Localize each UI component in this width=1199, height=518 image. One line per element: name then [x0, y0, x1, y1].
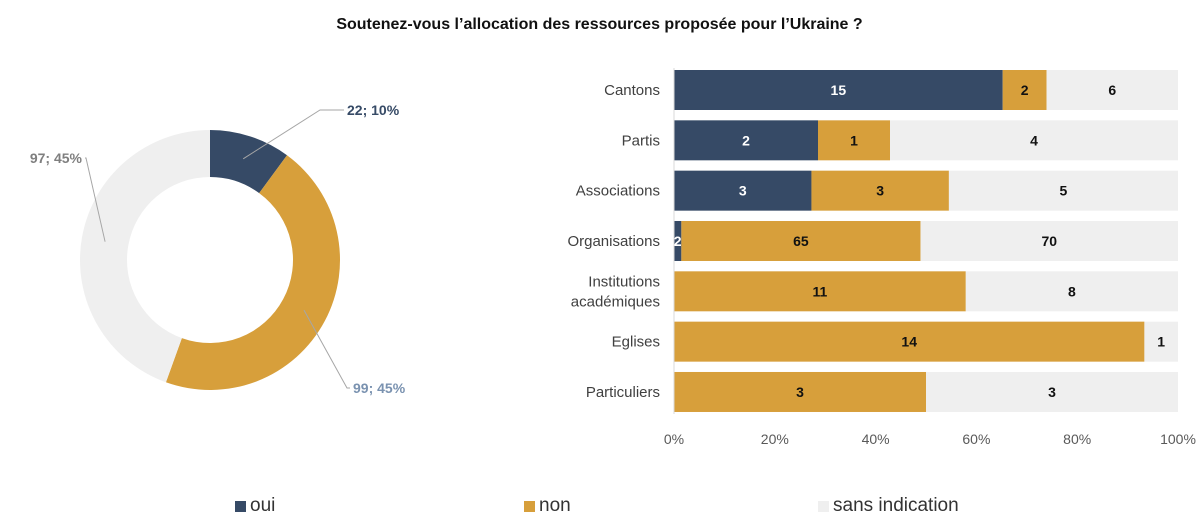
bar-label-organisations-non: 65 [793, 233, 809, 249]
category-label-line: Cantons [604, 82, 660, 99]
category-label-partis: Partis [622, 132, 660, 149]
x-tick-label: 60% [962, 431, 990, 447]
bar-organisations-sans-indication [920, 220, 1178, 261]
bar-label-particuliers-non: 3 [796, 384, 804, 400]
donut-leader-line-non [303, 309, 350, 389]
bar-organisations-non [681, 220, 921, 261]
bar-eglises-sans-indication [1144, 321, 1178, 362]
bar-label-associations-non: 3 [876, 183, 884, 199]
bar-partis-oui [674, 120, 818, 161]
category-label-line: Institutions [588, 273, 660, 290]
bar-associations-sans-indication [948, 170, 1178, 211]
bar-label-cantons-non: 2 [1021, 82, 1029, 98]
legend-label-sans-indication: sans indication [833, 495, 959, 516]
x-tick-label: 0% [664, 431, 684, 447]
bar-label-associations-oui: 3 [739, 183, 747, 199]
bar-label-eglises-non: 14 [901, 334, 917, 350]
bar-organisations-oui [674, 220, 682, 261]
legend-item-sans-indication: sans indication [818, 494, 959, 518]
x-tick-label: 100% [1160, 431, 1196, 447]
legend-swatch-sans-indication [818, 500, 829, 512]
bar-label-organisations-sans-indication: 70 [1041, 233, 1057, 249]
bar-associations-non [811, 170, 949, 211]
bar-eglises-non [674, 321, 1145, 362]
bar-particuliers-non [674, 371, 926, 412]
legend-swatch-oui [235, 500, 246, 512]
category-label-organisations: Organisations [567, 233, 660, 250]
bar-cantons-sans-indication [1046, 70, 1178, 110]
category-label-line: Associations [576, 183, 660, 200]
category-label-institutions-academiques: Institutions académiques [571, 273, 660, 310]
donut-label-sans-indication: 97; 45% [30, 150, 83, 166]
category-label-line: Eglises [612, 334, 660, 351]
legend-label-non: non [539, 495, 571, 516]
donut-label-non: 99; 45% [353, 380, 406, 396]
category-label-associations: Associations [576, 183, 660, 200]
bar-label-institutions-academiques-sans-indication: 8 [1068, 283, 1076, 299]
bar-label-eglises-sans-indication: 1 [1157, 334, 1165, 350]
chart-title: Soutenez-vous l’allocation des ressource… [336, 16, 863, 33]
donut-leader-line-oui [242, 109, 344, 160]
donut-leader-line-sans-indication [85, 157, 106, 242]
category-label-line: Particuliers [586, 384, 660, 401]
bar-label-associations-sans-indication: 5 [1060, 183, 1068, 199]
legend-item-oui: oui [235, 494, 275, 518]
legend-item-non: non [524, 494, 571, 518]
bar-institutions-academiques-non [674, 271, 966, 312]
bar-cantons-non [1002, 70, 1047, 110]
category-label-particuliers: Particuliers [586, 384, 660, 401]
category-label-line: Organisations [567, 233, 660, 250]
bar-cantons-oui [674, 70, 1003, 110]
category-label-eglises: Eglises [612, 334, 660, 351]
donut-slice-non [165, 155, 340, 390]
bar-label-cantons-sans-indication: 6 [1108, 82, 1116, 98]
legend-label-oui: oui [250, 495, 276, 516]
donut-slice-sans-indication [80, 130, 210, 383]
category-label-line: académiques [571, 293, 660, 310]
legend-swatch-non [524, 500, 535, 512]
bar-label-partis-sans-indication: 4 [1030, 132, 1038, 148]
bar-partis-non [818, 120, 890, 161]
bar-partis-sans-indication [890, 120, 1178, 161]
category-label-cantons: Cantons [604, 82, 660, 99]
category-label-line: Partis [622, 132, 660, 149]
bar-institutions-academiques-sans-indication [965, 271, 1178, 312]
bar-label-partis-oui: 2 [742, 132, 750, 148]
bar-label-particuliers-sans-indication: 3 [1048, 384, 1056, 400]
bar-label-partis-non: 1 [850, 132, 858, 148]
bar-label-institutions-academiques-non: 11 [812, 283, 827, 299]
bar-label-organisations-oui: 2 [674, 233, 682, 249]
donut-label-oui: 22; 10% [347, 102, 400, 118]
bar-associations-oui [674, 170, 812, 211]
bar-label-cantons-oui: 15 [831, 82, 847, 98]
x-tick-label: 80% [1063, 431, 1091, 447]
x-tick-label: 20% [761, 431, 789, 447]
bar-particuliers-sans-indication [926, 371, 1178, 412]
x-tick-label: 40% [862, 431, 890, 447]
donut-slice-oui [210, 130, 288, 194]
